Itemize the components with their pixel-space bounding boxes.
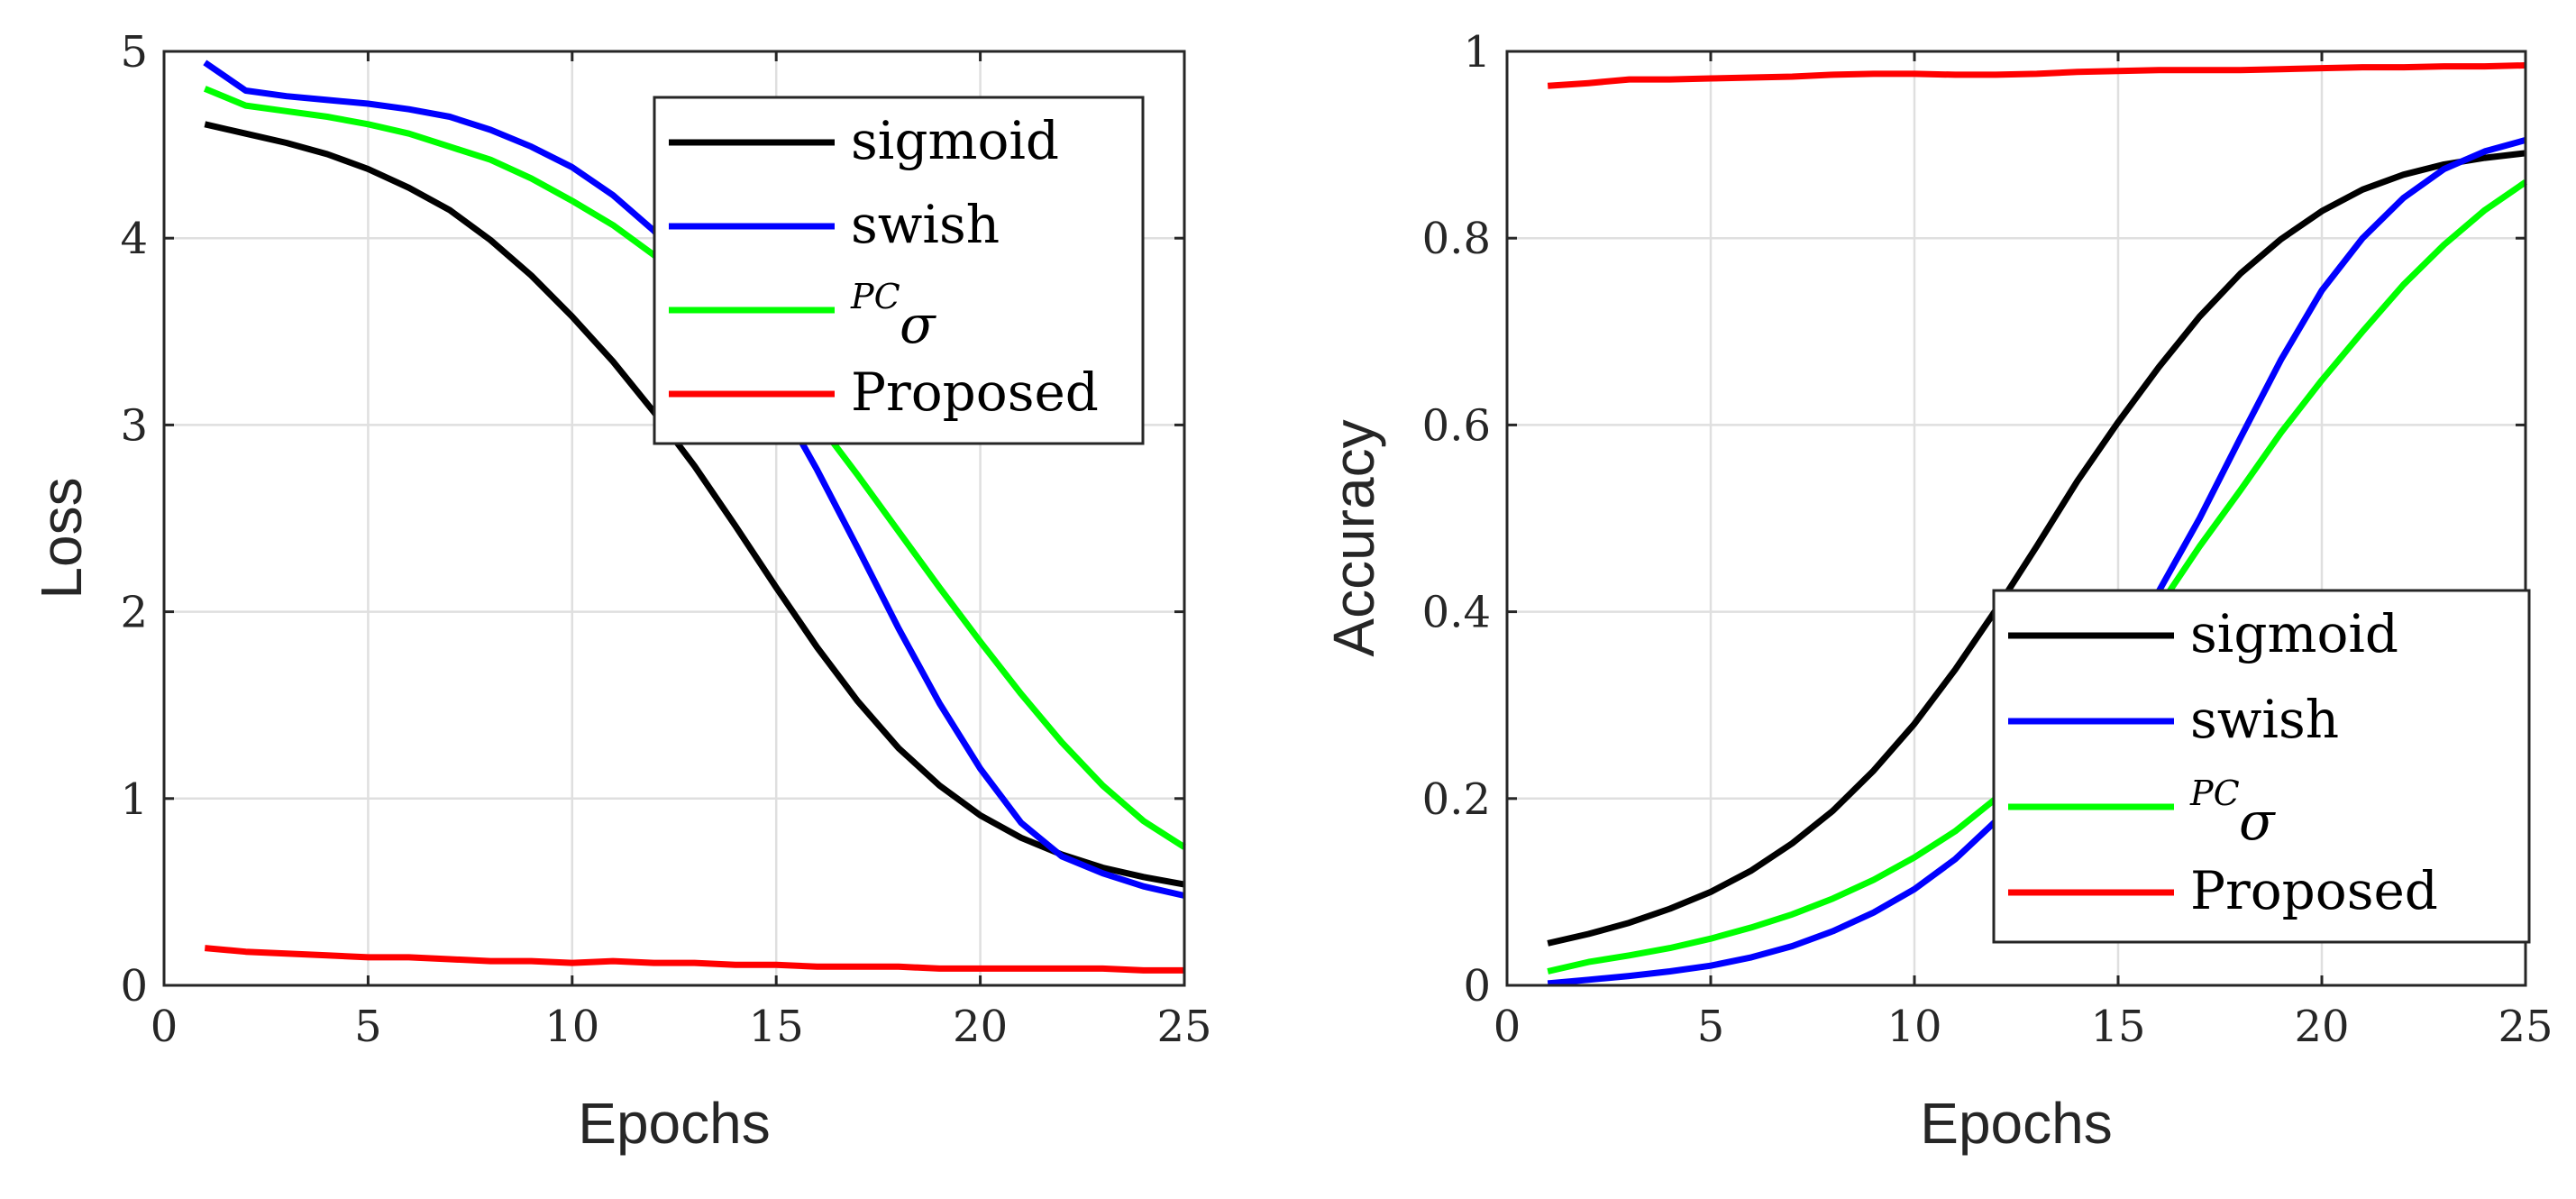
y-tick-label: 3 <box>120 400 148 451</box>
y-tick-label: 1 <box>1463 27 1491 78</box>
series-line-sigmoid <box>1547 150 2526 947</box>
x-tick-label: 25 <box>2498 1002 2553 1052</box>
y-tick-label: 0 <box>1463 961 1491 1011</box>
x-tick-label: 20 <box>2294 1002 2349 1052</box>
x-axis-title: Epochs <box>578 1091 770 1156</box>
y-axis-title: Accuracy <box>1321 419 1386 656</box>
x-axis-title: Epochs <box>1920 1091 2112 1156</box>
y-tick-label: 4 <box>120 214 148 264</box>
legend-label-sup: PC <box>850 277 900 316</box>
axes-box <box>1505 50 2527 987</box>
x-tick-label: 0 <box>1494 1002 1521 1052</box>
x-tick-label: 25 <box>1156 1002 1211 1052</box>
axes-box <box>162 50 1186 987</box>
legend-label-base: σ <box>900 294 936 355</box>
legend-label: sigmoid <box>2190 603 2398 664</box>
x-tick-label: 10 <box>544 1002 599 1052</box>
legend-label-sup: PC <box>2189 773 2240 813</box>
legend-label: swish <box>2190 689 2339 750</box>
legend-label: Proposed <box>2190 860 2438 921</box>
legend-label-base: σ <box>2239 791 2276 852</box>
series-line-sigmoid <box>204 121 1185 888</box>
y-tick-label: 2 <box>120 588 148 638</box>
x-tick-label: 15 <box>749 1002 804 1052</box>
y-tick-label: 0.6 <box>1422 400 1491 451</box>
legend-box <box>1992 589 2531 944</box>
x-tick-label: 15 <box>2090 1002 2145 1052</box>
legend-box <box>653 96 1145 445</box>
y-tick-label: 0.4 <box>1422 588 1491 638</box>
x-tick-label: 20 <box>953 1002 1008 1052</box>
x-tick-label: 5 <box>1697 1002 1725 1052</box>
y-tick-label: 0 <box>120 961 148 1011</box>
x-tick-label: 0 <box>151 1002 178 1052</box>
y-tick-label: 5 <box>120 27 148 78</box>
legend-label: sigmoid <box>851 110 1059 171</box>
series-line-proposed <box>1547 62 2526 89</box>
legend-label: swish <box>851 194 1000 255</box>
legend: sigmoid swish PC σ Proposed <box>1992 589 2531 944</box>
y-tick-label: 0.8 <box>1422 214 1491 264</box>
legend: sigmoid swish PC σ Proposed <box>653 96 1145 445</box>
chart-panel-1: 0 5 10 15 20 25 0 1 2 3 4 5 Epochs Loss sigmoid swish PC… <box>29 27 1212 1156</box>
legend-label: Proposed <box>851 362 1099 423</box>
y-tick-label: 1 <box>120 774 148 825</box>
y-tick-label: 0.2 <box>1422 774 1491 825</box>
x-tick-label: 5 <box>354 1002 382 1052</box>
y-axis-title: Loss <box>29 477 94 599</box>
series-line-proposed <box>204 945 1184 974</box>
x-tick-label: 10 <box>1886 1002 1941 1052</box>
chart-panel-2: 0 5 10 15 20 25 0 0.2 0.4 0.6 0.8 1 Epochs Accuracy si… <box>1321 27 2553 1156</box>
